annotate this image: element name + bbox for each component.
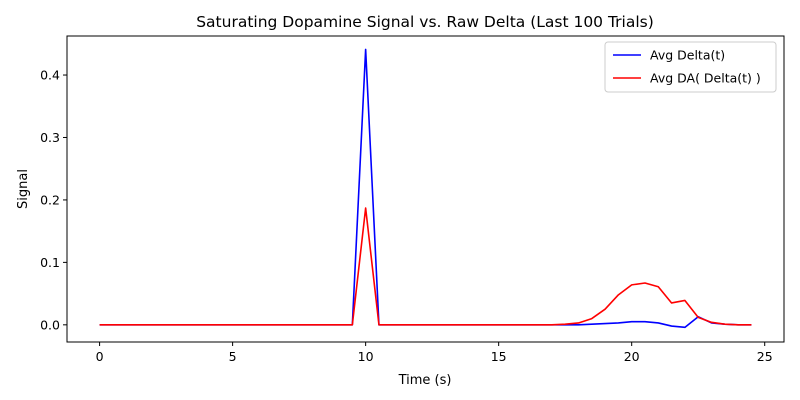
plot-area [66, 35, 785, 343]
series-line-2 [99, 207, 752, 326]
legend-box [604, 41, 777, 93]
x-tick-label: 0 [96, 349, 104, 364]
legend: Avg Delta(t) Avg DA( Delta(t) ) [604, 41, 777, 93]
x-tick-label: 5 [229, 349, 237, 364]
x-tick-label: 25 [757, 349, 773, 364]
x-tick-label: 15 [491, 349, 507, 364]
y-tick-label: 0.3 [40, 130, 60, 145]
plot-frame [66, 35, 785, 343]
x-tick-label: 20 [624, 349, 640, 364]
x-axis-ticks: 0 5 10 15 20 25 [96, 342, 773, 364]
y-tick-label: 0.0 [40, 317, 60, 332]
y-tick-label: 0.4 [40, 68, 60, 83]
x-axis-label: Time (s) [398, 373, 452, 388]
legend-label-2: Avg DA( Delta(t) ) [650, 71, 761, 86]
y-axis-ticks: 0.0 0.1 0.2 0.3 0.4 [40, 68, 67, 332]
y-tick-label: 0.1 [40, 255, 60, 270]
y-axis-label: Signal [16, 169, 31, 209]
series-group [99, 48, 752, 329]
chart-title: Saturating Dopamine Signal vs. Raw Delta… [196, 13, 654, 31]
y-tick-label: 0.2 [40, 192, 60, 207]
legend-label-1: Avg Delta(t) [650, 48, 725, 63]
x-tick-label: 10 [358, 349, 374, 364]
